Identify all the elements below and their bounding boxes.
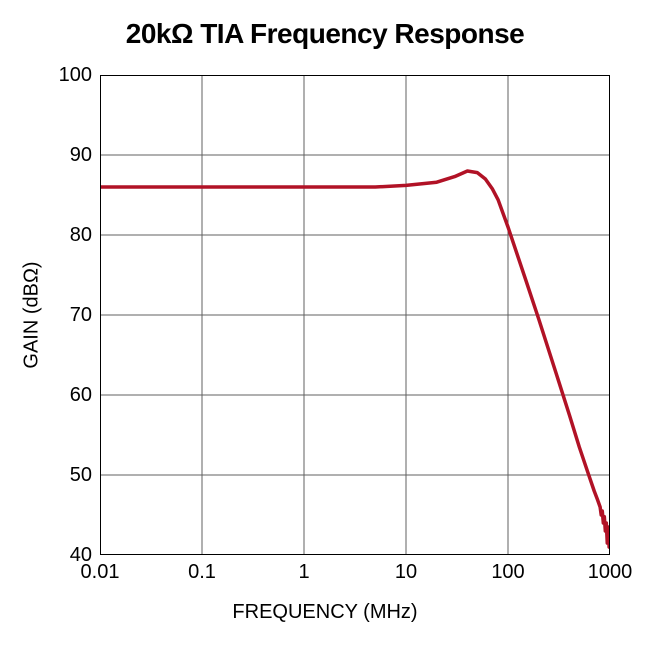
chart-container: 20kΩ TIA Frequency Response GAIN (dBΩ) F… [0,0,650,646]
x-tick-label: 1000 [588,561,633,584]
series-tia-gain [100,171,610,547]
y-tick-label: 90 [70,144,92,167]
y-tick-label: 70 [70,304,92,327]
x-tick-label: 1 [298,561,309,584]
x-axis-label: FREQUENCY (MHz) [0,601,650,624]
chart-svg [100,75,610,555]
y-tick-label: 100 [59,64,92,87]
plot-area [100,75,610,555]
x-tick-label: 0.01 [81,561,120,584]
y-tick-label: 60 [70,384,92,407]
chart-title: 20kΩ TIA Frequency Response [0,18,650,50]
x-tick-label: 10 [395,561,417,584]
x-tick-label: 100 [491,561,524,584]
y-tick-label: 50 [70,464,92,487]
y-tick-label: 80 [70,224,92,247]
y-axis-label: GAIN (dBΩ) [21,261,44,368]
x-tick-label: 0.1 [188,561,216,584]
